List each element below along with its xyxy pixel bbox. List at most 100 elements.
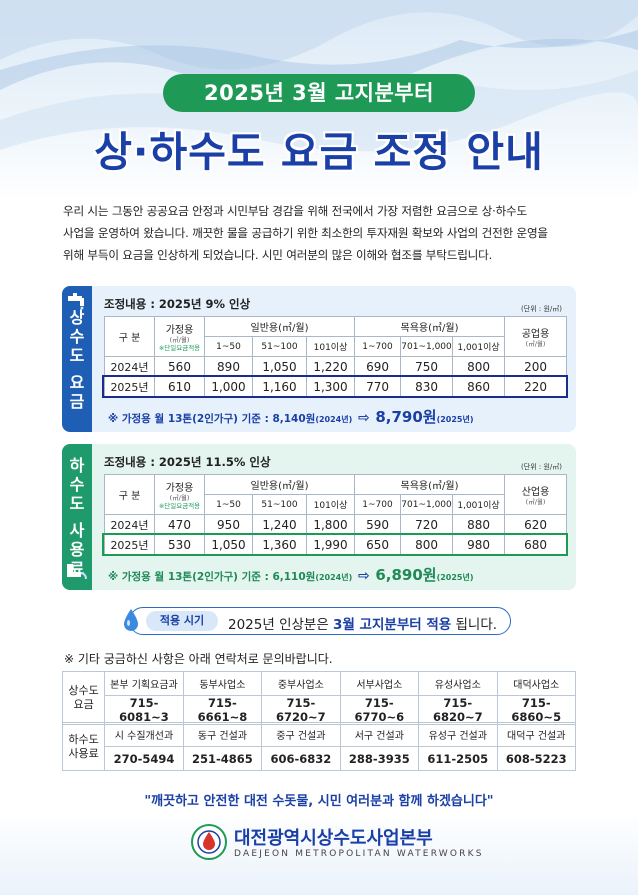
basis-new: 8,790원 <box>375 408 437 426</box>
office-name: 중구 건설과 <box>261 722 341 747</box>
office-name: 동구 건설과 <box>182 722 263 747</box>
cell-value: 980 <box>452 534 506 555</box>
sub-header: 1~50 <box>204 494 253 515</box>
apply-period-box: 적용 시기 2025년 인상분은 3월 고지분부터 적용 됩니다. <box>124 607 511 635</box>
sewer-unit: (단위 : 원/㎥) <box>521 463 562 471</box>
office-name: 서부사업소 <box>339 671 420 696</box>
sub-header: 51~100 <box>252 494 307 515</box>
cell-value: 880 <box>452 514 506 535</box>
office-name: 중부사업소 <box>261 671 341 696</box>
cell-value: 220 <box>504 376 568 397</box>
organization-name-en: DAEJEON METROPOLITAN WATERWORKS <box>234 849 484 859</box>
basis-prev: ※ 가정용 월 13톤(2인가구) 기준 : 6,110원 <box>108 571 316 583</box>
cell-value: 470 <box>154 514 205 535</box>
table-row: 2024년 470 950 1,240 1,800 590 720 880 62… <box>104 514 568 535</box>
office-phone: 715-6081~3 <box>104 695 184 725</box>
cell-value: 1,240 <box>252 514 307 535</box>
apply-text-pre: 2025년 인상분은 <box>228 617 329 633</box>
cell-value: 610 <box>154 376 205 397</box>
sewer-contact-table: 하수도 사용료 시 수질개선과 동구 건설과 중구 건설과 서구 건설과 유성구… <box>61 722 576 771</box>
office-name: 대덕구 건설과 <box>496 722 576 747</box>
office-phone: 715-6661~8 <box>182 695 263 725</box>
cell-value: 720 <box>400 514 454 535</box>
header-home: 가정용 (㎥/월) ※단일요금적용 <box>154 474 205 515</box>
header-home-unit: (㎥/월) <box>169 494 190 502</box>
header-home-note: ※단일요금적용 <box>158 344 201 352</box>
basis-prev: ※ 가정용 월 13톤(2인가구) 기준 : 8,140원 <box>108 413 316 425</box>
contact-label: 하수도 사용료 <box>61 722 106 771</box>
organization-name: 대전광역시상수도사업본부 <box>234 828 433 849</box>
cell-value: 1,990 <box>305 534 356 555</box>
header-home-unit: (㎥/월) <box>169 336 190 344</box>
table-row: 2025년 530 1,050 1,360 1,990 650 800 980 … <box>104 534 568 555</box>
sub-header: 51~100 <box>252 336 307 357</box>
office-name: 서구 건설과 <box>339 722 420 747</box>
office-phone: 608-5223 <box>496 746 576 771</box>
sidebar-char: 상 <box>69 307 85 327</box>
header-industrial-unit: (㎥/월) <box>525 340 546 348</box>
sidebar-char: 사 <box>69 521 85 540</box>
water-contact-table: 상수도 요금 본부 기획요금과 동부사업소 중부사업소 서부사업소 유성사업소 … <box>61 671 576 725</box>
contact-label-line: 요금 <box>73 698 94 711</box>
table-row: 2025년 610 1,000 1,160 1,300 770 830 860 … <box>104 376 568 397</box>
sub-header: 101이상 <box>305 494 356 515</box>
sidebar-char: 도 <box>69 494 85 513</box>
office-phone: 270-5494 <box>104 746 184 771</box>
header-home-note: ※단일요금적용 <box>158 502 201 510</box>
faucet-icon <box>66 292 88 314</box>
cell-value: 680 <box>504 534 568 555</box>
cell-value: 1,050 <box>204 534 253 555</box>
office-name: 대덕사업소 <box>496 671 576 696</box>
header-home-label: 가정용 <box>165 483 194 494</box>
cell-value: 950 <box>204 514 253 535</box>
cell-value: 1,220 <box>305 356 356 377</box>
office-phone: 715-6820~7 <box>418 695 498 725</box>
cell-value: 200 <box>504 356 568 377</box>
basis-prev-year: (2024년) <box>315 415 353 424</box>
cell-value: 860 <box>452 376 506 397</box>
contact-label-line: 상수도 <box>68 684 99 697</box>
office-phone: 715-6770~6 <box>339 695 420 725</box>
cell-value: 620 <box>504 514 568 535</box>
contact-label-line: 사용료 <box>68 746 99 760</box>
header-gubun: 구 분 <box>104 316 155 357</box>
sub-header: 701~1,000 <box>400 494 454 515</box>
row-year: 2025년 <box>104 376 155 397</box>
office-phone: 288-3935 <box>339 746 420 771</box>
page-title: 상·하수도 요금 조정 안내 <box>94 128 544 176</box>
header-industrial: 공업용 (㎥/월) <box>504 316 568 357</box>
sidebar-char: 수 <box>69 326 85 346</box>
sidebar-char: 도 <box>69 345 85 365</box>
arrow-right-icon: ⇨ <box>357 410 370 426</box>
water-unit: (단위 : 원/㎥) <box>521 305 562 313</box>
cell-value: 1,160 <box>252 376 307 397</box>
header-industrial-unit: (㎥/월) <box>525 498 546 506</box>
cell-value: 530 <box>154 534 205 555</box>
apply-label: 적용 시기 <box>146 611 218 631</box>
cell-value: 560 <box>154 356 205 377</box>
sub-header: 1~700 <box>354 336 402 357</box>
sewer-sidebar: 하 수 도 사 용 료 <box>62 444 92 590</box>
sub-header: 1~700 <box>354 494 402 515</box>
arrow-right-icon: ⇨ <box>357 568 370 584</box>
cell-value: 1,050 <box>252 356 307 377</box>
sewer-adjust-text: 조정내용 : 2025년 11.5% 인상 <box>104 455 271 469</box>
row-year: 2024년 <box>104 356 155 377</box>
header-industrial: 산업용 (㎥/월) <box>504 474 568 515</box>
intro-line: 위해 부득이 요금을 인상하게 되었습니다. 시민 여러분의 많은 이해와 협조… <box>63 248 493 262</box>
waterworks-emblem-icon <box>190 823 228 865</box>
water-rate-table: 구 분 가정용 (㎥/월) ※단일요금적용 일반용(㎥/월) 목욕용(㎥/월) … <box>104 316 568 397</box>
contact-label-line: 하수도 <box>68 732 99 746</box>
cell-value: 1,800 <box>305 514 356 535</box>
contact-note: ※ 기타 궁금하신 사항은 아래 연락처로 문의바랍니다. <box>64 652 333 666</box>
cell-value: 1,300 <box>305 376 356 397</box>
sidebar-char: 요 <box>69 372 85 392</box>
sewer-basis: ※ 가정용 월 13톤(2인가구) 기준 : 6,110원(2024년) ⇨ 6… <box>108 564 474 585</box>
office-name: 시 수질개선과 <box>104 722 184 747</box>
header-industrial-label: 산업용 <box>521 487 550 498</box>
sidebar-char: 수 <box>69 475 85 494</box>
cell-value: 800 <box>400 534 454 555</box>
sub-header: 1,001이상 <box>452 494 506 515</box>
sub-header: 1,001이상 <box>452 336 506 357</box>
office-name: 유성구 건설과 <box>418 722 498 747</box>
